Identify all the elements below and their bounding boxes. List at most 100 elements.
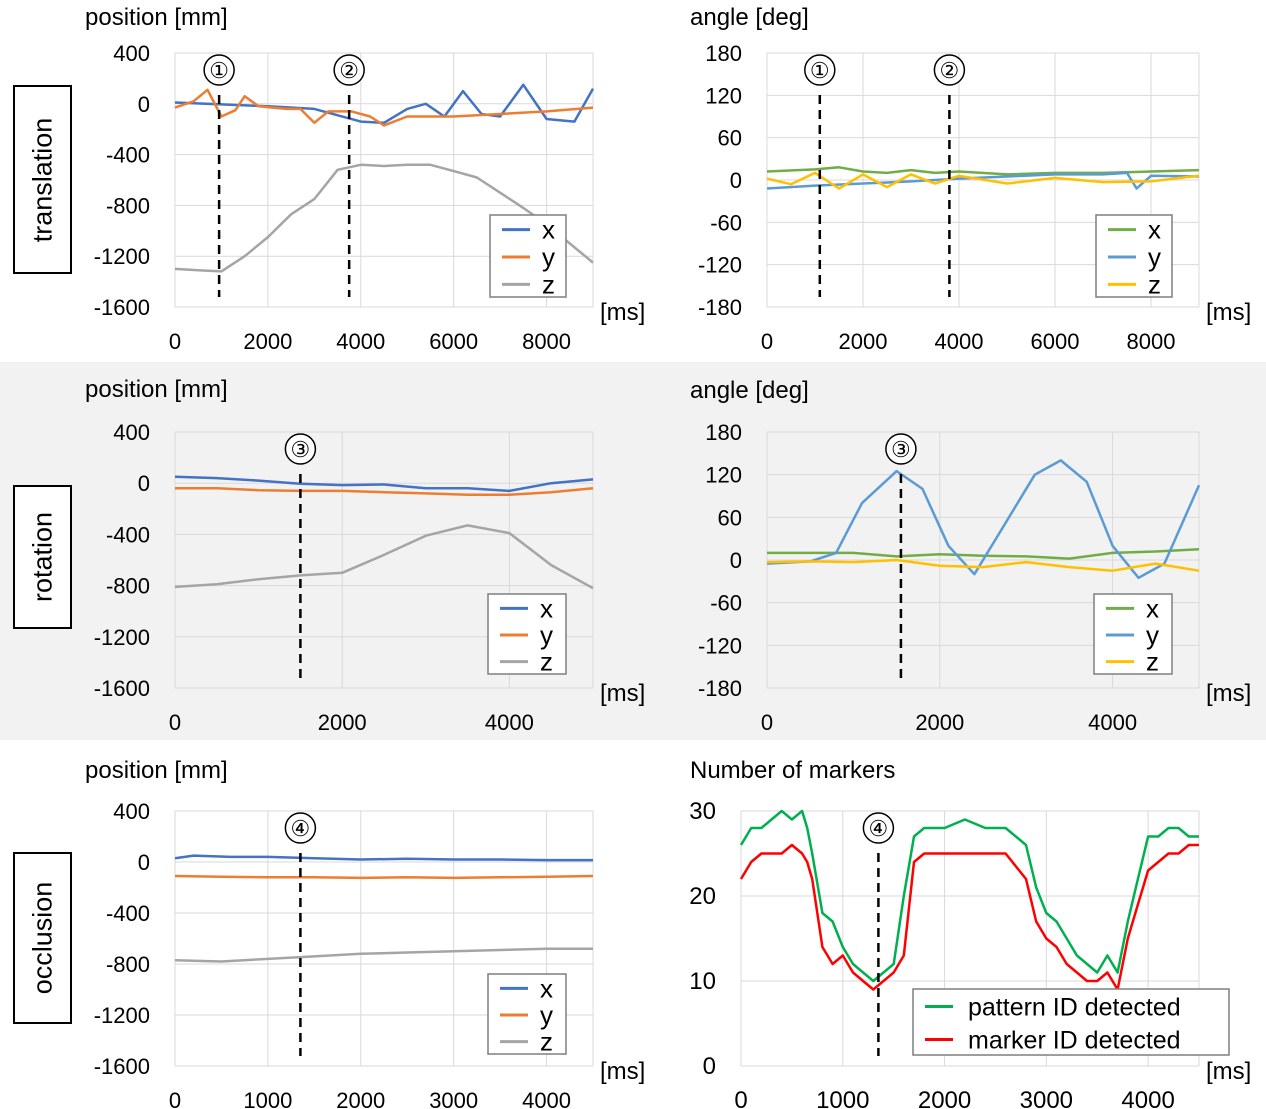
legend-label: marker ID detected [968,1027,1181,1055]
event-marker-circle [203,54,235,86]
x-unit-label: [ms] [600,1058,645,1085]
series-line-y [766,171,1200,190]
y-tick-label: -1600 [94,295,150,320]
x-tick-label: 2000 [839,329,888,354]
y-tick-label: 0 [730,168,742,193]
series-line-x [174,854,593,862]
x-tick-label: 4000 [1121,1087,1174,1109]
y-tick-label: 180 [705,41,742,66]
legend-label: z [1146,647,1159,677]
x-unit-label: [ms] [1206,1058,1251,1085]
x-tick-label: 6000 [429,329,478,354]
event-marker-label: ② [339,58,359,83]
x-tick-label: 4000 [522,1088,571,1109]
x-tick-label: 2000 [336,1088,385,1109]
series-line-y [766,459,1201,580]
legend-label: x [540,593,553,623]
event-marker-label: ① [209,58,229,83]
legend-label: z [1148,269,1161,299]
y-tick-label: 60 [718,126,742,151]
event-marker-label: ④ [869,816,889,841]
row-label-translation: translation [13,85,72,274]
legend-label: z [540,647,553,677]
x-tick-label: 3000 [1020,1087,1073,1109]
y-tick-label: -120 [698,633,742,658]
x-tick-label: 8000 [522,329,571,354]
legend-label: x [542,215,555,245]
y-tick-label: 0 [138,850,150,875]
x-tick-label: 2000 [918,1087,971,1109]
y-tick-label: 20 [689,883,716,910]
y-tick-label: -1600 [94,676,150,701]
series-line-x [174,83,595,125]
y-tick-label: -60 [710,591,742,616]
x-tick-label: 4000 [935,329,984,354]
event-marker-label: ② [940,58,960,83]
y-tick-label: -800 [106,193,150,218]
series-line-y [174,88,594,127]
series-line-marker-ID-detected [739,843,1199,991]
chart-4: angle [deg] 180 120 60 0 -60 -120 -180 0 2000 4000… [690,377,1251,735]
x-tick-label: 0 [169,1088,181,1109]
y-tick-label: -800 [106,952,150,977]
series-line-pattern-ID-detected [739,809,1199,983]
y-tick-label: 0 [730,548,742,573]
event-marker-label: ① [810,58,830,83]
y-tick-label: -1200 [94,244,150,269]
legend-label: pattern ID detected [968,994,1181,1022]
x-tick-label: 3000 [429,1088,478,1109]
series-line-x [174,475,594,493]
x-tick-label: 0 [734,1087,747,1109]
y-tick-label: -400 [106,522,150,547]
y-tick-label: 180 [705,420,742,445]
event-marker-circle [885,433,917,465]
x-tick-label: 0 [169,710,181,735]
y-tick-label: 0 [138,92,150,117]
chart-title: Number of markers [690,757,895,784]
legend-label: x [1148,215,1161,245]
chart-title: position [mm] [85,4,228,31]
chart-title: position [mm] [85,757,228,784]
event-marker-circle [933,54,966,86]
legend-label: y [1146,620,1159,650]
x-unit-label: [ms] [1206,680,1251,707]
y-tick-label: 0 [703,1053,716,1080]
x-unit-label: [ms] [600,680,645,707]
x-tick-label: 6000 [1031,329,1080,354]
chart-title: angle [deg] [690,4,809,31]
y-tick-label: -1200 [94,625,150,650]
event-marker-circle [862,812,895,844]
y-tick-label: 120 [705,463,742,488]
y-tick-label: -120 [698,253,742,278]
x-tick-label: 1000 [243,1088,292,1109]
chart-title: position [mm] [85,376,228,403]
y-tick-label: -1200 [94,1003,150,1028]
rotation-band [0,362,1266,740]
y-tick-label: -400 [106,143,150,168]
x-tick-label: 0 [761,329,773,354]
y-tick-label: -400 [106,901,150,926]
x-tick-label: 1000 [816,1087,869,1109]
y-tick-label: -800 [106,574,150,599]
x-tick-label: 4000 [1088,710,1137,735]
series-line-z [766,558,1200,572]
y-tick-label: 0 [138,471,150,496]
series-line-x [766,166,1200,176]
y-tick-label: -60 [710,210,742,235]
y-tick-label: 120 [705,83,742,108]
y-tick-label: -1600 [94,1054,150,1079]
event-marker-label: ④ [291,816,311,841]
chart-5: position [mm] 4000 -400 -800 -1200 -1600 0 1000… [85,757,645,1109]
y-tick-label: 60 [718,505,742,530]
x-tick-label: 8000 [1127,329,1176,354]
x-tick-label: 2000 [243,329,292,354]
event-marker-circle [333,54,365,86]
event-marker-label: ③ [291,437,311,462]
event-marker-circle [284,433,317,465]
x-tick-label: 0 [169,329,181,354]
x-tick-label: 2000 [915,710,964,735]
series-line-y [174,874,594,880]
